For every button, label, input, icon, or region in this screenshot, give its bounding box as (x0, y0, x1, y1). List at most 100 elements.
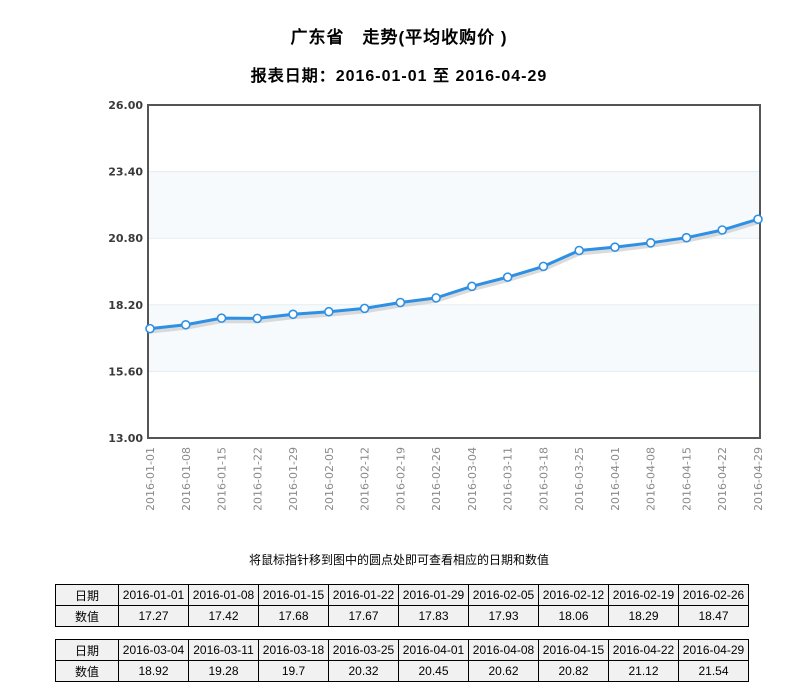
y-axis-tick-label: 20.80 (108, 232, 143, 245)
data-point[interactable] (431, 293, 441, 303)
data-point[interactable] (180, 319, 191, 330)
value-cell: 18.06 (538, 605, 609, 627)
date-cell: 2016-03-11 (188, 639, 259, 661)
x-axis-tick-label: 2016-02-12 (359, 447, 372, 510)
x-axis-tick-label: 2016-01-08 (180, 447, 193, 510)
report-date-subtitle: 报表日期：2016-01-01 至 2016-04-29 (250, 68, 548, 85)
date-cell: 2016-04-15 (538, 639, 609, 661)
value-cell: 20.62 (468, 660, 539, 682)
value-cell: 18.47 (678, 605, 749, 627)
data-point[interactable] (145, 323, 155, 334)
data-point[interactable] (574, 245, 584, 256)
x-axis-tick-label: 2016-02-19 (394, 447, 407, 510)
plot-band (148, 171, 760, 239)
y-axis-tick-label: 26.00 (108, 99, 143, 112)
y-axis-tick-label: 23.40 (108, 166, 143, 179)
date-cell: 2016-03-18 (258, 639, 329, 661)
data-point[interactable] (359, 303, 370, 314)
date-cell: 2016-03-25 (328, 639, 399, 661)
value-cell: 20.82 (538, 660, 609, 682)
value-row-label: 数值 (55, 605, 119, 627)
plot-frame (147, 104, 761, 439)
data-point[interactable] (538, 261, 549, 272)
data-table-mar-apr: 日期 2016-03-04 2016-03-11 2016-03-18 2016-03-… (55, 639, 749, 682)
table-row: 日期 2016-01-01 2016-01-08 2016-01-15 2016-01-… (55, 584, 749, 606)
value-cell: 17.93 (468, 605, 539, 627)
data-point[interactable] (610, 242, 620, 252)
x-axis-tick-label: 2016-04-22 (716, 447, 729, 510)
value-cell: 17.83 (398, 605, 469, 627)
x-axis-tick-label: 2016-03-04 (466, 447, 479, 510)
date-row-label: 日期 (55, 584, 119, 606)
value-row-label: 数值 (55, 660, 119, 682)
trend-chart-svg[interactable]: 13.00 15.60 18.20 20.80 23.40 26.00 2016-01-01… (0, 98, 798, 511)
date-cell: 2016-01-08 (188, 584, 259, 606)
data-point[interactable] (681, 232, 692, 243)
data-point[interactable] (252, 313, 263, 324)
x-axis-tick-label: 2016-04-15 (680, 447, 693, 510)
x-axis-tick-label: 2016-04-08 (645, 447, 658, 510)
value-cell: 17.42 (188, 605, 259, 627)
plot-band (148, 304, 760, 372)
data-point[interactable] (645, 238, 656, 248)
date-cell: 2016-04-08 (468, 639, 539, 661)
value-cell: 21.54 (678, 660, 749, 682)
value-cell: 19.7 (258, 660, 329, 682)
chart-title: 广东省 走势(平均收购价 ) (290, 28, 508, 47)
data-point[interactable] (753, 214, 763, 225)
y-axis-tick-label: 13.00 (108, 432, 143, 445)
trend-chart: 13.00 15.60 18.20 20.80 23.40 26.00 2016-01-01… (0, 98, 798, 511)
x-axis-tick-label: 2016-04-29 (752, 447, 765, 510)
table-row: 日期 2016-03-04 2016-03-11 2016-03-18 2016-03-… (55, 639, 749, 661)
x-axis-tick-label: 2016-03-11 (502, 447, 515, 510)
value-cell: 21.12 (608, 660, 679, 682)
date-row-label: 日期 (55, 639, 119, 661)
x-axis-tick-label: 2016-02-05 (323, 447, 336, 510)
x-axis-tick-label: 2016-01-15 (216, 447, 229, 510)
tooltip-hint: 将鼠标指针移到图中的圆点处即可查看相应的日期和数值 (248, 553, 549, 567)
data-point[interactable] (216, 313, 227, 323)
x-axis-tick-label: 2016-04-01 (609, 447, 622, 510)
plot-band (148, 371, 760, 438)
date-cell: 2016-02-26 (678, 584, 749, 606)
date-cell: 2016-01-15 (258, 584, 329, 606)
date-cell: 2016-03-04 (118, 639, 189, 661)
date-cell: 2016-04-01 (398, 639, 469, 661)
value-cell: 18.92 (118, 660, 189, 682)
x-axis-tick-label: 2016-03-25 (573, 447, 586, 510)
date-cell: 2016-04-22 (608, 639, 679, 661)
value-cell: 17.67 (328, 605, 399, 627)
x-axis-tick-label: 2016-01-01 (144, 447, 157, 510)
date-cell: 2016-02-05 (468, 584, 539, 606)
date-cell: 2016-01-01 (118, 584, 189, 606)
plot-band (148, 105, 760, 172)
date-cell: 2016-02-12 (538, 584, 609, 606)
value-cell: 19.28 (188, 660, 259, 682)
date-cell: 2016-04-29 (678, 639, 749, 661)
data-point[interactable] (717, 225, 728, 235)
data-point[interactable] (467, 281, 477, 292)
x-axis-tick-label: 2016-03-18 (537, 447, 550, 510)
value-cell: 20.45 (398, 660, 469, 682)
data-point[interactable] (288, 309, 298, 320)
line-shadow (148, 220, 760, 334)
date-cell: 2016-01-22 (328, 584, 399, 606)
y-axis-tick-label: 15.60 (108, 365, 143, 378)
x-axis-tick-label: 2016-02-26 (430, 447, 443, 510)
x-axis-tick-label: 2016-01-29 (287, 447, 300, 510)
table-row: 数值 17.27 17.42 17.68 17.67 17.83 17.93 18.06 18.… (55, 605, 749, 627)
value-cell: 18.29 (608, 605, 679, 627)
table-row: 数值 18.92 19.28 19.7 20.32 20.45 20.62 20.82 21.1… (55, 660, 749, 682)
data-table-jan-feb: 日期 2016-01-01 2016-01-08 2016-01-15 2016-01-… (55, 584, 749, 627)
data-point[interactable] (502, 272, 513, 282)
value-cell: 17.27 (118, 605, 189, 627)
date-cell: 2016-02-19 (608, 584, 679, 606)
value-cell: 17.68 (258, 605, 329, 627)
y-axis-tick-label: 18.20 (108, 299, 143, 312)
x-axis-tick-label: 2016-01-22 (251, 447, 264, 510)
data-point[interactable] (395, 297, 406, 308)
trend-line (148, 217, 760, 331)
value-cell: 20.32 (328, 660, 399, 682)
data-point[interactable] (324, 306, 334, 317)
date-cell: 2016-01-29 (398, 584, 469, 606)
